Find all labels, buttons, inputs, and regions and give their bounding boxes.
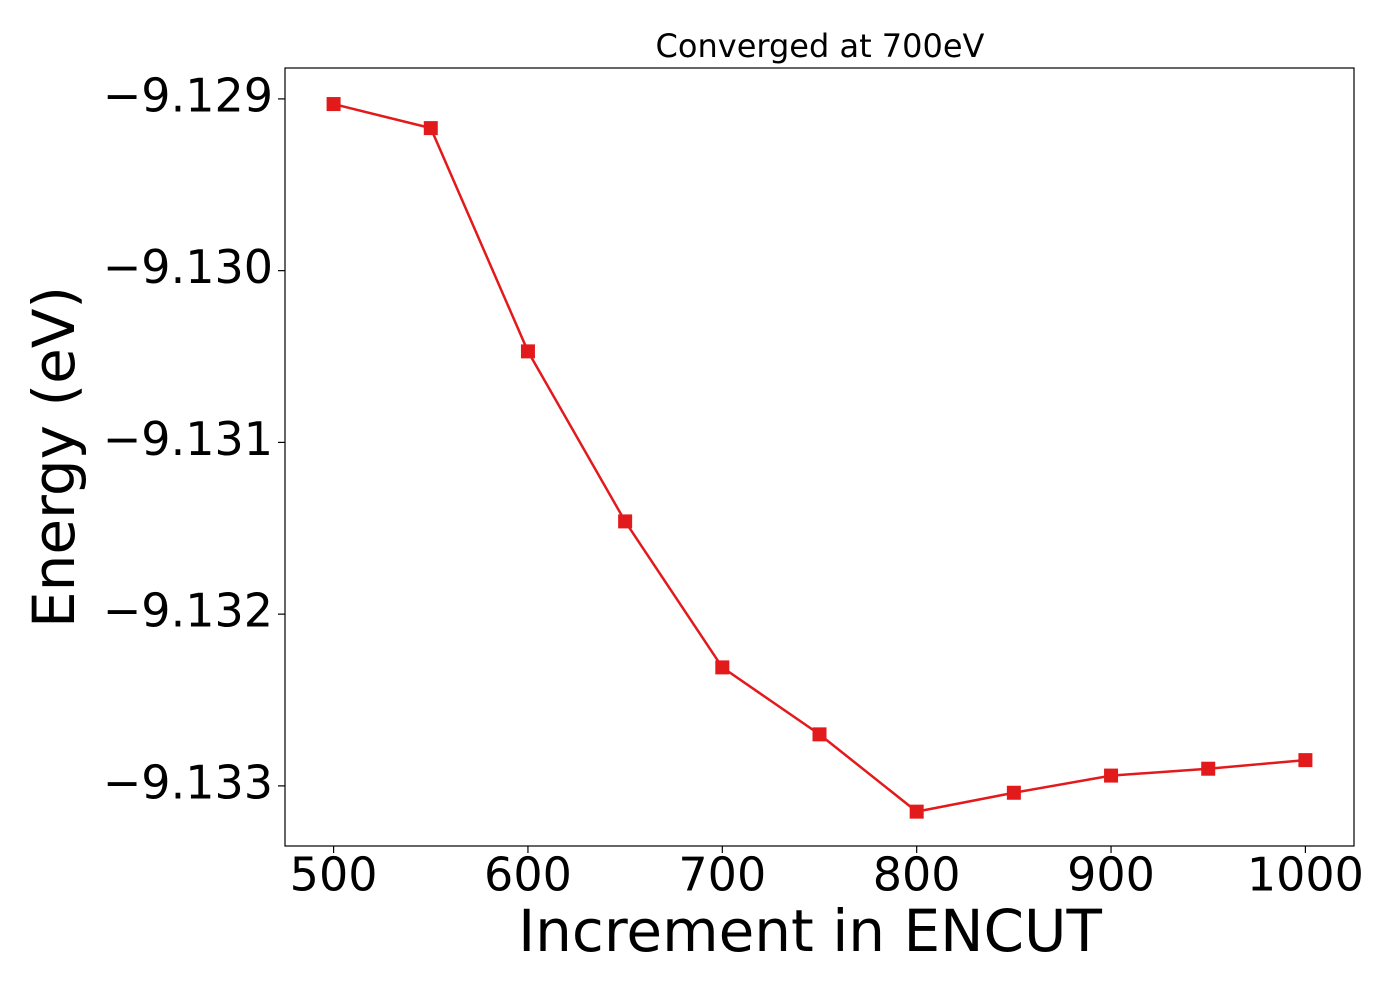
- x-axis-label: Increment in ENCUT: [518, 897, 1102, 965]
- x-tick-label: 500: [290, 848, 378, 902]
- y-tick-label: −9.133: [103, 755, 273, 809]
- y-tick-label: −9.132: [103, 584, 273, 638]
- x-tick-label: 900: [1067, 848, 1155, 902]
- marker: [1201, 761, 1216, 776]
- x-tick-label: 1000: [1247, 848, 1364, 902]
- line: [333, 102, 1306, 813]
- marker: [909, 804, 924, 819]
- chart-title: Converged at 700eV: [656, 27, 985, 65]
- x-tick-label: 700: [678, 848, 766, 902]
- marker: [1006, 785, 1021, 800]
- x-tick-label: 800: [873, 848, 961, 902]
- marker: [812, 727, 827, 742]
- marker: [520, 344, 535, 359]
- marker: [423, 121, 438, 136]
- y-tick-label: −9.129: [103, 68, 273, 122]
- x-tick-label: 600: [484, 848, 572, 902]
- marker: [715, 660, 730, 675]
- marker: [1298, 753, 1313, 768]
- y-tick-label: −9.131: [103, 412, 273, 466]
- marker: [618, 514, 633, 529]
- marker: [1104, 768, 1119, 783]
- plot-frame: [284, 67, 1355, 847]
- marker: [326, 97, 341, 112]
- y-axis-label: Energy (eV): [20, 286, 88, 628]
- y-tick-label: −9.130: [103, 240, 273, 294]
